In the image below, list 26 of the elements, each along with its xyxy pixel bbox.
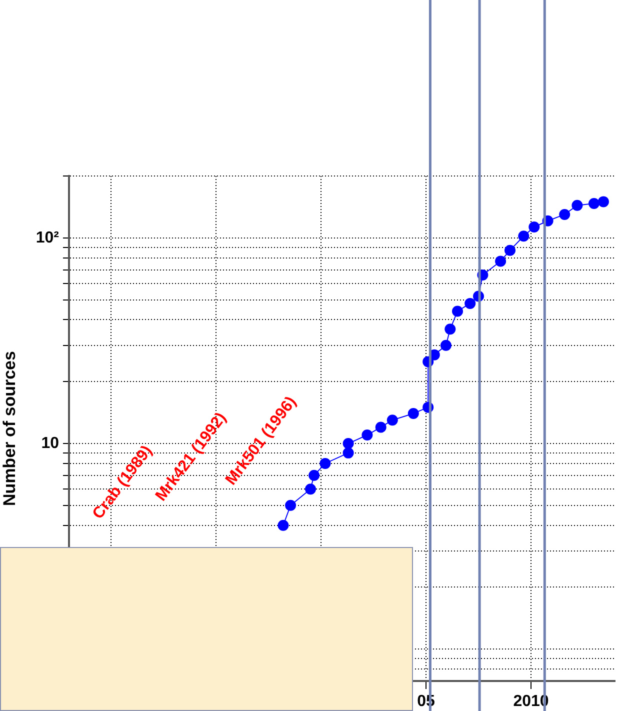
point: [495, 256, 506, 267]
point: [278, 520, 289, 531]
y-axis-title: Number of sources: [0, 351, 19, 506]
point: [375, 422, 386, 433]
point: [342, 447, 354, 458]
point: [440, 340, 452, 351]
point: [588, 198, 600, 209]
point: [504, 244, 516, 256]
point: [572, 200, 583, 211]
point: [598, 196, 609, 208]
y-tick-label: 10²: [36, 229, 59, 246]
point: [285, 500, 296, 511]
point: [518, 230, 530, 242]
y-tick-label: 10: [41, 434, 60, 452]
point: [408, 408, 419, 419]
point: [386, 414, 398, 426]
point: [559, 208, 570, 220]
point: [305, 484, 316, 495]
point: [308, 470, 320, 481]
point: [452, 306, 463, 317]
point: [444, 324, 456, 335]
point: [362, 430, 373, 441]
point: [342, 438, 354, 450]
point: [464, 298, 476, 309]
point: [320, 458, 331, 469]
point: [528, 221, 540, 232]
